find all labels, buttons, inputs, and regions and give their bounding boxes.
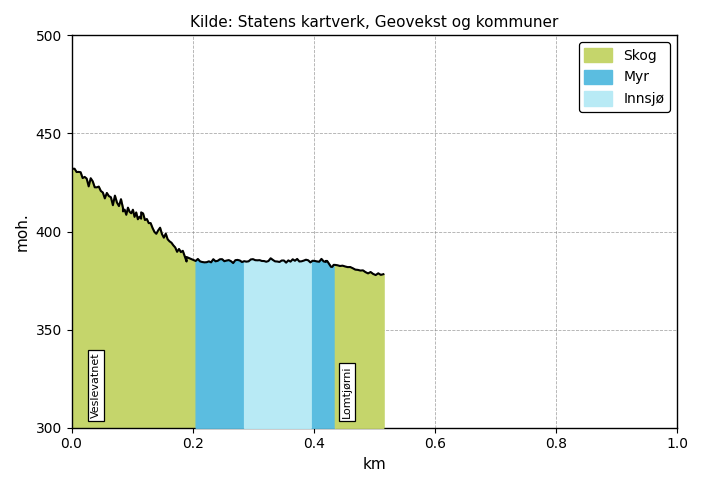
Text: Veslevatnet: Veslevatnet [91,352,101,418]
Title: Kilde: Statens kartverk, Geovekst og kommuner: Kilde: Statens kartverk, Geovekst og kom… [190,15,558,30]
X-axis label: km: km [362,457,386,472]
Y-axis label: moh.: moh. [15,212,30,251]
Text: Lomtjørni: Lomtjørni [342,365,352,418]
Legend: Skog, Myr, Innsjø: Skog, Myr, Innsjø [579,42,670,112]
